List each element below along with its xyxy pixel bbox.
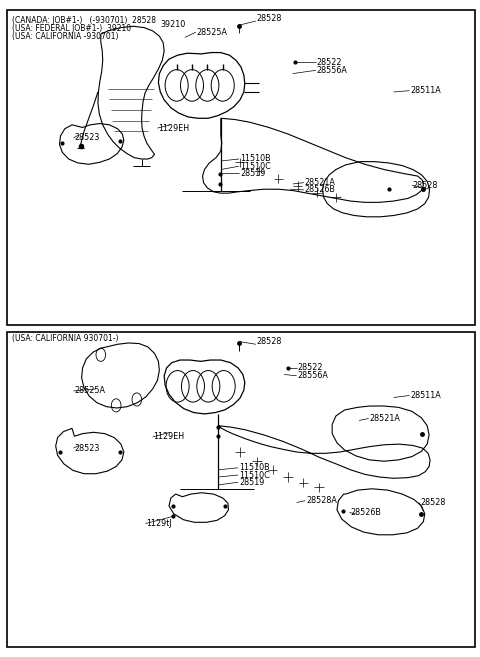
Text: 28526B: 28526B <box>305 185 336 194</box>
Bar <box>7 332 475 647</box>
Text: 28511A: 28511A <box>410 391 441 400</box>
Text: 1129EH: 1129EH <box>158 124 190 133</box>
Text: 1129EH: 1129EH <box>154 432 185 442</box>
Text: 28519: 28519 <box>240 169 265 178</box>
Text: 28523: 28523 <box>74 443 100 453</box>
Text: 28528: 28528 <box>257 14 282 23</box>
Text: 28521A: 28521A <box>370 414 400 423</box>
Text: 1129tJ: 1129tJ <box>146 519 172 528</box>
Text: 11510B: 11510B <box>240 154 271 164</box>
Text: 28528: 28528 <box>257 337 282 346</box>
Text: 11510C: 11510C <box>239 470 270 480</box>
Text: 28519: 28519 <box>239 478 264 487</box>
Text: 28522: 28522 <box>298 363 323 373</box>
Text: (CANADA: JOB#1-)   (-930701)  28528: (CANADA: JOB#1-) (-930701) 28528 <box>12 16 156 26</box>
Text: 28521A: 28521A <box>305 178 336 187</box>
Text: 28556A: 28556A <box>317 66 348 75</box>
Text: 28526B: 28526B <box>350 508 381 517</box>
Text: 28511A: 28511A <box>410 86 441 95</box>
Text: 28528: 28528 <box>420 498 445 507</box>
Text: (USA: CALIFORNIA 930701-): (USA: CALIFORNIA 930701-) <box>12 334 119 343</box>
Text: 28556A: 28556A <box>298 371 328 380</box>
Text: 28525A: 28525A <box>74 386 106 396</box>
Text: (USA: FEDERAL JOB#1-)  39210: (USA: FEDERAL JOB#1-) 39210 <box>12 24 131 34</box>
Text: 11510B: 11510B <box>239 463 270 472</box>
Text: 28522: 28522 <box>317 58 342 67</box>
Text: 39210: 39210 <box>161 20 186 29</box>
Text: 11510C: 11510C <box>240 162 271 171</box>
Bar <box>7 10 475 325</box>
Text: (USA: CALIFORNIA -930701): (USA: CALIFORNIA -930701) <box>12 32 119 41</box>
Text: 28525A: 28525A <box>197 28 228 37</box>
Text: 28523: 28523 <box>74 133 100 143</box>
Text: 28528A: 28528A <box>306 496 337 505</box>
Text: 28528: 28528 <box>413 181 438 190</box>
